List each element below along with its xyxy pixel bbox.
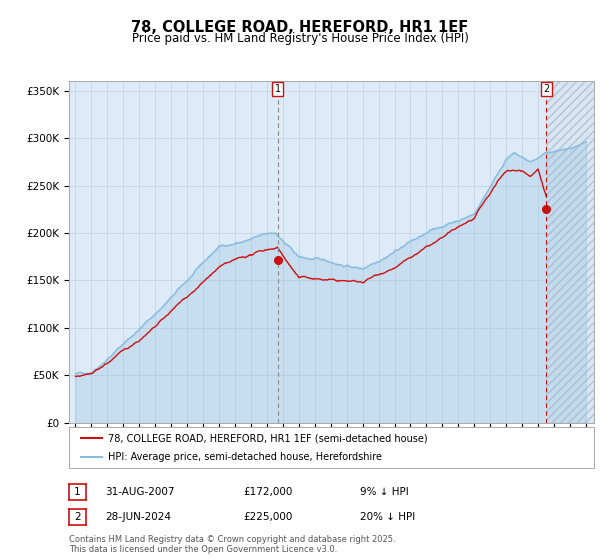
Text: 1: 1 <box>275 84 281 94</box>
Text: 78, COLLEGE ROAD, HEREFORD, HR1 1EF (semi-detached house): 78, COLLEGE ROAD, HEREFORD, HR1 1EF (sem… <box>109 433 428 443</box>
Text: 1: 1 <box>74 487 81 497</box>
Text: 2: 2 <box>543 84 549 94</box>
Text: 31-AUG-2007: 31-AUG-2007 <box>105 487 175 497</box>
Text: £172,000: £172,000 <box>243 487 292 497</box>
Text: £225,000: £225,000 <box>243 512 292 522</box>
Text: 2: 2 <box>74 512 81 522</box>
Bar <box>546 81 594 423</box>
Text: 78, COLLEGE ROAD, HEREFORD, HR1 1EF: 78, COLLEGE ROAD, HEREFORD, HR1 1EF <box>131 20 469 35</box>
Text: Price paid vs. HM Land Registry's House Price Index (HPI): Price paid vs. HM Land Registry's House … <box>131 32 469 45</box>
Text: Contains HM Land Registry data © Crown copyright and database right 2025.
This d: Contains HM Land Registry data © Crown c… <box>69 535 395 554</box>
Text: 9% ↓ HPI: 9% ↓ HPI <box>360 487 409 497</box>
Text: 20% ↓ HPI: 20% ↓ HPI <box>360 512 415 522</box>
Text: 28-JUN-2024: 28-JUN-2024 <box>105 512 171 522</box>
Bar <box>546 81 594 423</box>
Text: HPI: Average price, semi-detached house, Herefordshire: HPI: Average price, semi-detached house,… <box>109 452 382 461</box>
